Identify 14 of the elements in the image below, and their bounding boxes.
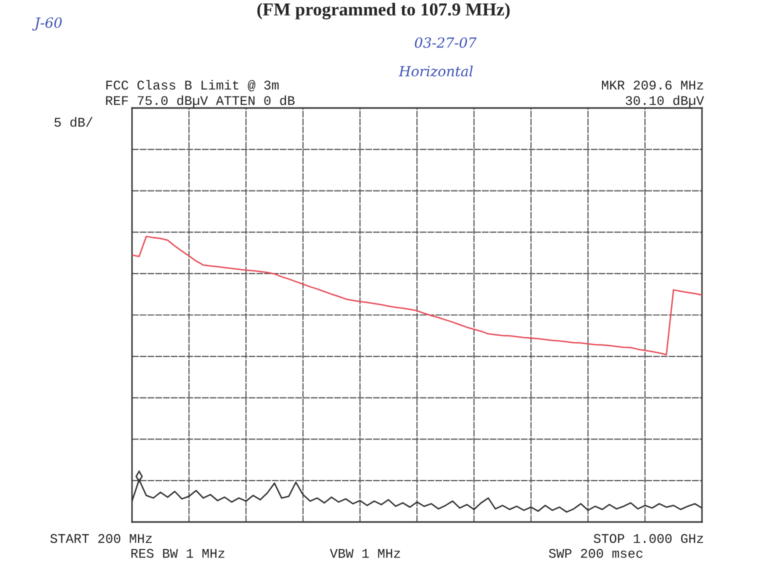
text: START 200 MHz	[50, 534, 152, 544]
text: MKR 209.6 MHz	[602, 80, 704, 90]
text: STOP 1.000 GHz	[594, 534, 704, 544]
text: REF 75.0 dBµV ATTEN 0 dB	[106, 95, 295, 108]
text: 30.10 dBµV	[626, 95, 704, 108]
text: RES BW 1 MHz	[131, 548, 224, 558]
text: J-60	[32, 17, 62, 31]
text: VBW 1 MHz	[330, 549, 400, 558]
text: Horizontal	[398, 66, 473, 77]
text: 5 dB/	[54, 117, 93, 127]
text: FCC Class B Limit @ 3m	[106, 80, 279, 92]
text: 03-27-07	[414, 37, 477, 48]
chart-title: (FM programmed to 107.9 MHz)	[257, 2, 510, 20]
text: SWP 200 msec	[548, 548, 642, 558]
